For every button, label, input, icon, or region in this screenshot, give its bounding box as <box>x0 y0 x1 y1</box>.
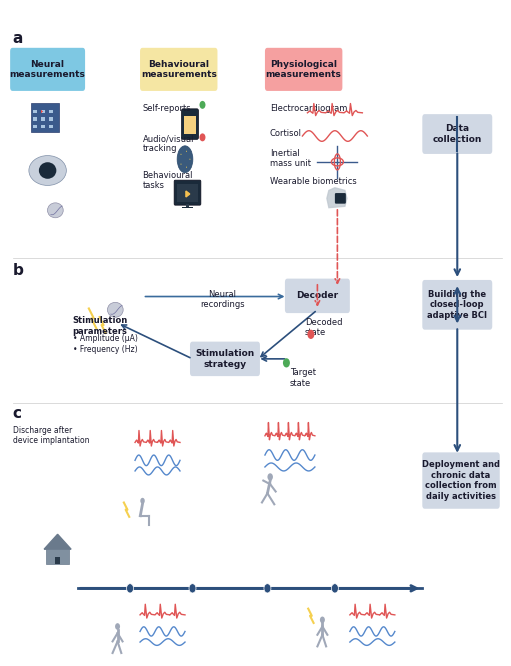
FancyBboxPatch shape <box>10 48 85 91</box>
Text: Physiological
measurements: Physiological measurements <box>266 60 341 79</box>
Circle shape <box>190 159 191 160</box>
FancyBboxPatch shape <box>422 280 492 330</box>
Text: Behavioural
tasks: Behavioural tasks <box>143 170 193 190</box>
Text: Decoded
state: Decoded state <box>305 318 342 337</box>
Text: Neural
measurements: Neural measurements <box>10 60 85 79</box>
Text: b: b <box>13 263 24 278</box>
Circle shape <box>115 623 120 630</box>
Bar <box>41 111 43 112</box>
Circle shape <box>180 154 181 155</box>
Circle shape <box>141 498 145 503</box>
Bar <box>41 125 45 128</box>
Bar <box>49 117 53 121</box>
Circle shape <box>186 166 187 168</box>
Circle shape <box>180 164 181 165</box>
Circle shape <box>189 583 196 593</box>
Text: Deployment and
chronic data
collection from
daily activities: Deployment and chronic data collection f… <box>422 460 500 501</box>
Text: Discharge after
device implantation: Discharge after device implantation <box>13 426 89 446</box>
FancyBboxPatch shape <box>174 180 201 205</box>
Bar <box>47 549 69 564</box>
Ellipse shape <box>39 163 56 178</box>
Circle shape <box>283 358 290 368</box>
Text: Building the
closed-loop
adaptive BCI: Building the closed-loop adaptive BCI <box>427 290 487 320</box>
Text: • Amplitude (μA)
• Frequency (Hz): • Amplitude (μA) • Frequency (Hz) <box>73 334 137 354</box>
Text: Wearable biometrics: Wearable biometrics <box>270 177 357 186</box>
FancyBboxPatch shape <box>335 193 346 204</box>
Bar <box>41 117 45 121</box>
Polygon shape <box>186 191 190 197</box>
FancyBboxPatch shape <box>422 452 500 509</box>
Text: Audio/visual
tracking: Audio/visual tracking <box>143 134 194 153</box>
Circle shape <box>186 151 187 152</box>
Bar <box>55 557 60 564</box>
Text: a: a <box>13 31 23 46</box>
Bar <box>41 110 45 113</box>
Circle shape <box>264 583 271 593</box>
Ellipse shape <box>107 302 123 317</box>
Polygon shape <box>327 188 347 208</box>
Circle shape <box>332 583 338 593</box>
Text: Inertial
mass unit: Inertial mass unit <box>270 149 311 168</box>
Ellipse shape <box>29 156 66 185</box>
Text: Electrocardiogram: Electrocardiogram <box>270 104 347 113</box>
FancyBboxPatch shape <box>181 109 198 139</box>
Ellipse shape <box>177 146 193 172</box>
Circle shape <box>199 133 205 141</box>
Ellipse shape <box>48 203 63 218</box>
Text: Neural
recordings: Neural recordings <box>200 290 245 309</box>
Bar <box>186 204 189 207</box>
Text: c: c <box>13 406 21 421</box>
FancyBboxPatch shape <box>190 342 260 376</box>
Circle shape <box>320 617 325 623</box>
Bar <box>182 206 193 208</box>
Circle shape <box>127 583 133 593</box>
Text: Stimulation
strategy: Stimulation strategy <box>195 349 254 368</box>
Circle shape <box>267 474 273 481</box>
Bar <box>33 110 37 113</box>
Bar <box>33 117 37 121</box>
Text: Decoder: Decoder <box>296 291 338 300</box>
FancyBboxPatch shape <box>265 48 342 91</box>
Bar <box>184 116 196 134</box>
Bar <box>49 125 53 128</box>
FancyBboxPatch shape <box>422 114 492 154</box>
Bar <box>177 184 198 202</box>
Text: Data
collection: Data collection <box>433 125 482 144</box>
Bar <box>33 125 37 128</box>
Bar <box>49 110 53 113</box>
FancyBboxPatch shape <box>285 278 350 313</box>
Circle shape <box>199 101 205 109</box>
FancyBboxPatch shape <box>140 48 218 91</box>
Text: Behavioural
measurements: Behavioural measurements <box>141 60 217 79</box>
Bar <box>31 103 59 132</box>
Text: Target
state: Target state <box>290 368 316 388</box>
Text: Self-reports: Self-reports <box>143 104 191 113</box>
Circle shape <box>308 330 314 339</box>
Text: Cortisol: Cortisol <box>270 129 302 138</box>
Text: Stimulation
parameters: Stimulation parameters <box>73 316 128 336</box>
Bar <box>41 111 42 113</box>
Polygon shape <box>44 534 71 549</box>
